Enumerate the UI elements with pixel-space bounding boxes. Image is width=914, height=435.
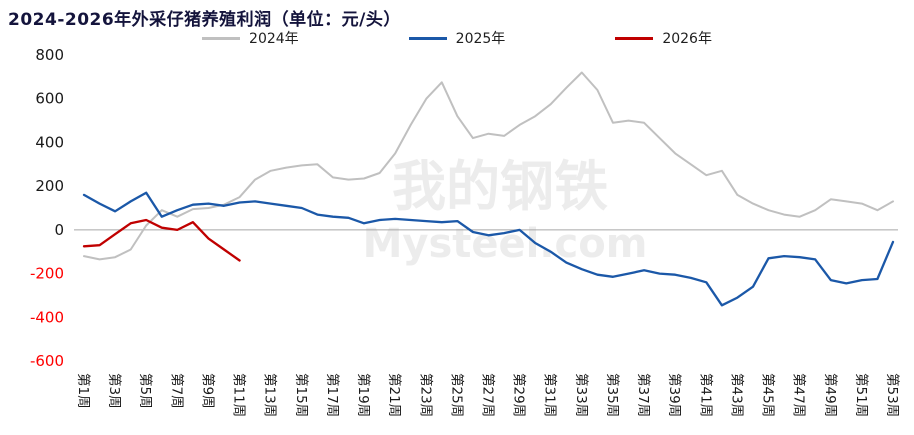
x-tick-label: 第9周 [200, 373, 217, 409]
legend-line-swatch [408, 36, 447, 40]
legend-item-2026: 2026年 [615, 28, 712, 48]
x-tick-label: 第31周 [542, 373, 559, 417]
legend: 2024年 2025年 2026年 [0, 28, 914, 48]
x-tick-label: 第17周 [324, 373, 341, 417]
x-tick-label: 第5周 [137, 373, 154, 409]
y-tick-label: 0 [54, 221, 64, 239]
x-tick-label: 第45周 [760, 373, 777, 417]
x-tick-label: 第15周 [293, 373, 310, 417]
legend-label: 2024年 [249, 31, 299, 47]
y-tick-label: -200 [30, 265, 64, 283]
legend-label: 2025年 [455, 31, 506, 47]
x-tick-label: 第51周 [853, 373, 870, 417]
x-tick-label: 第43周 [728, 373, 745, 417]
x-tick-label: 第29周 [511, 373, 528, 417]
legend-item-2025: 2025年 [408, 28, 506, 48]
series-line-2026 [82, 218, 241, 262]
series-line-2025 [82, 191, 895, 307]
watermark-cn: 我的钢铁 [392, 155, 608, 218]
chart-title: 2024-2026年外采仔猪养殖利润（单位：元/头） [8, 10, 401, 30]
x-tick-label: 第39周 [666, 373, 683, 417]
x-tick-label: 第27周 [480, 373, 497, 417]
x-tick-label: 第7周 [168, 373, 185, 409]
x-tick-label: 第19周 [355, 373, 372, 417]
x-tick-label: 第13周 [262, 373, 279, 417]
x-tick-label: 第35周 [604, 373, 621, 417]
y-tick-label: 200 [35, 177, 64, 195]
x-tick-label: 第41周 [697, 373, 714, 417]
x-tick-label: 第21周 [386, 373, 403, 417]
x-tick-label: 第33周 [573, 373, 590, 417]
y-tick-label: 400 [35, 133, 64, 151]
x-tick-label: 第37周 [635, 373, 652, 417]
legend-line-swatch [202, 36, 241, 40]
x-tick-label: 第23周 [417, 373, 434, 417]
x-tick-label: 第49周 [822, 373, 839, 417]
y-tick-label: -400 [30, 308, 64, 326]
legend-line-swatch [615, 36, 654, 40]
y-tick-label: 800 [35, 46, 64, 64]
x-tick-label: 第47周 [791, 373, 808, 417]
x-tick-label: 第1周 [75, 373, 92, 409]
y-tick-label: 600 [35, 90, 64, 108]
legend-item-2024: 2024年 [202, 28, 299, 48]
x-tick-label: 第11周 [231, 373, 248, 417]
y-tick-label: -600 [30, 352, 64, 370]
watermark-en: Mysteel.com [363, 221, 648, 267]
x-tick-label: 第3周 [106, 373, 123, 409]
x-tick-label: 第25周 [448, 373, 465, 417]
legend-label: 2026年 [662, 31, 712, 47]
x-tick-label: 第53周 [884, 373, 901, 417]
